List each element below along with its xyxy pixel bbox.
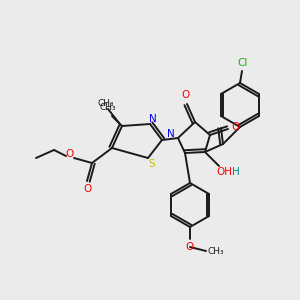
Text: O: O — [186, 242, 194, 252]
Text: CH₃: CH₃ — [208, 248, 224, 256]
Text: CH₃: CH₃ — [98, 98, 114, 107]
Text: O: O — [232, 122, 240, 132]
Text: N: N — [167, 129, 175, 139]
Text: CH₃: CH₃ — [100, 103, 116, 112]
Text: Cl: Cl — [238, 58, 248, 68]
Text: H: H — [232, 167, 240, 177]
Text: N: N — [149, 114, 157, 124]
Text: O: O — [181, 90, 189, 100]
Text: S: S — [149, 159, 155, 169]
Text: O: O — [65, 149, 73, 159]
Text: OH: OH — [216, 167, 232, 177]
Text: O: O — [84, 184, 92, 194]
